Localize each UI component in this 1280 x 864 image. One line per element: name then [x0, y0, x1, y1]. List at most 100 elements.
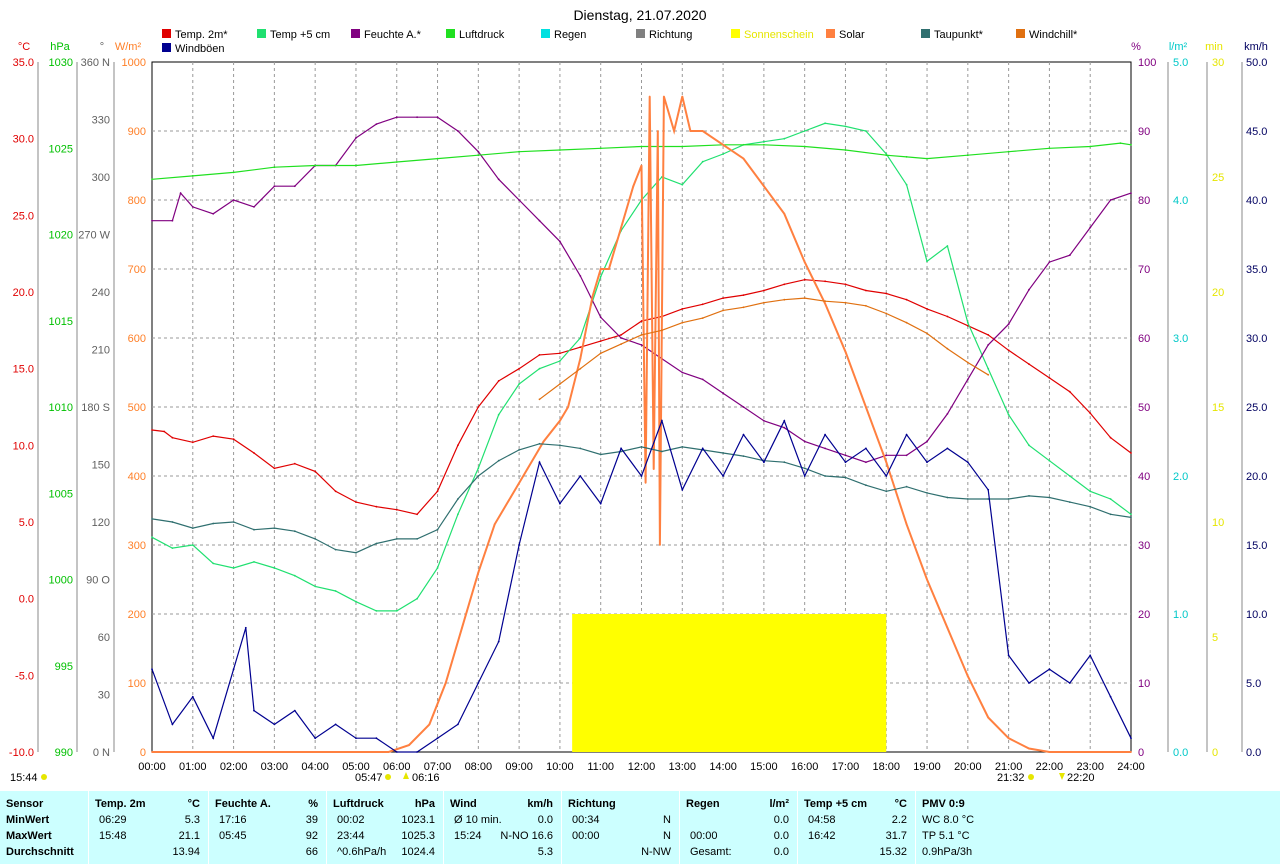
data-point	[436, 116, 439, 119]
solar-axis-tick: 600	[128, 333, 146, 345]
footer-unit: hPa	[414, 798, 435, 810]
data-point	[461, 626, 463, 629]
data-point	[1130, 737, 1132, 740]
data-point	[457, 498, 459, 500]
pressure-axis-tick: 1020	[49, 230, 73, 242]
data-point	[408, 744, 410, 746]
temp-axis-tick: 25.0	[13, 210, 34, 222]
legend-label: Windchill*	[1029, 29, 1078, 41]
data-point	[151, 178, 153, 181]
data-point	[457, 723, 459, 726]
legend-label: Solar	[839, 29, 865, 41]
direction-axis-tick: 60	[98, 632, 110, 644]
data-point	[640, 164, 643, 167]
data-point	[334, 723, 337, 726]
data-point	[538, 461, 541, 464]
data-point	[783, 298, 786, 301]
pressure-axis-tick: 1010	[49, 402, 73, 414]
data-point	[966, 324, 969, 327]
data-point	[1028, 288, 1030, 291]
sunshine-bar	[572, 614, 887, 752]
time-axis-tick: 08:00	[465, 761, 493, 773]
rain-axis-tick: 2.0	[1173, 471, 1188, 483]
data-point	[701, 447, 704, 450]
data-point	[926, 260, 928, 263]
time-axis-tick: 18:00	[872, 761, 900, 773]
data-point	[477, 467, 480, 470]
data-point	[926, 332, 928, 335]
data-point	[1048, 668, 1051, 671]
data-point	[620, 334, 622, 336]
data-point	[395, 751, 398, 753]
data-point	[416, 513, 418, 516]
sunrise-icon	[385, 774, 391, 780]
data-point	[844, 283, 847, 286]
direction-axis-tick: 210	[92, 345, 110, 357]
data-point	[395, 610, 398, 612]
data-point	[579, 367, 582, 370]
humidity-axis-tick: 40	[1138, 471, 1150, 483]
solar-axis-tick: 100	[128, 678, 146, 690]
data-point	[1089, 145, 1092, 148]
footer-header: Temp. 2m	[95, 798, 146, 810]
legend-label: Regen	[554, 29, 586, 41]
data-point	[293, 709, 296, 712]
data-point	[191, 527, 194, 529]
data-point	[1130, 143, 1132, 146]
data-point	[253, 528, 255, 531]
moonrise-time: 15:44	[10, 772, 38, 784]
data-point	[865, 289, 867, 292]
data-point	[273, 467, 276, 470]
data-point	[620, 343, 622, 345]
data-point	[579, 346, 582, 349]
data-point	[966, 461, 969, 464]
direction-axis-tick: 330	[92, 115, 110, 127]
data-point	[701, 130, 704, 132]
data-point	[905, 298, 908, 301]
data-point	[1048, 147, 1051, 150]
weather-chart: Dienstag, 21.07.2020 Temp. 2m* Temp +5 cm…	[9, 7, 1268, 784]
direction-axis-tick: 90 O	[86, 575, 110, 587]
data-point	[742, 294, 745, 296]
data-point	[1068, 475, 1071, 477]
rain-axis-tick: 5.0	[1173, 57, 1188, 69]
data-point	[966, 675, 969, 677]
data-point	[689, 130, 692, 132]
data-point	[865, 406, 867, 408]
data-point	[395, 116, 398, 119]
data-point	[926, 157, 928, 160]
temp-axis-tick: -10.0	[9, 747, 34, 759]
data-point	[428, 723, 431, 726]
sunshine-axis-tick: 25	[1212, 172, 1224, 184]
data-point	[640, 320, 643, 322]
data-point	[1007, 654, 1010, 657]
chart-title: Dienstag, 21.07.2020	[573, 7, 706, 23]
data-point	[824, 122, 826, 125]
data-point	[171, 723, 174, 726]
solar-axis-unit: W/m²	[115, 41, 142, 53]
data-point	[293, 530, 296, 533]
footer-header: Temp +5 cm	[804, 798, 868, 810]
data-point	[191, 695, 194, 698]
data-point	[763, 289, 765, 292]
footer-col-temp: Temp. 2m °C 06:29 5.3 15:48 21.1 13.94	[88, 791, 208, 864]
data-point	[1048, 261, 1051, 263]
time-axis-tick: 23:00	[1076, 761, 1104, 773]
data-point	[273, 723, 276, 726]
data-point	[763, 140, 765, 143]
rain-axis-tick: 1.0	[1173, 609, 1188, 621]
data-point	[416, 751, 418, 753]
footer-header: Richtung	[568, 798, 616, 810]
data-point	[803, 130, 806, 132]
data-point	[538, 367, 541, 370]
direction-axis-unit: °	[100, 41, 104, 53]
data-point	[171, 547, 174, 549]
sunset-dark-time: 22:20	[1067, 772, 1095, 784]
legend-swatch	[1016, 29, 1025, 38]
data-point	[355, 600, 357, 603]
data-point	[477, 571, 480, 574]
data-point	[314, 470, 317, 473]
data-point	[661, 419, 663, 422]
legend-swatch	[826, 29, 835, 38]
direction-axis-tick: 120	[92, 517, 110, 529]
